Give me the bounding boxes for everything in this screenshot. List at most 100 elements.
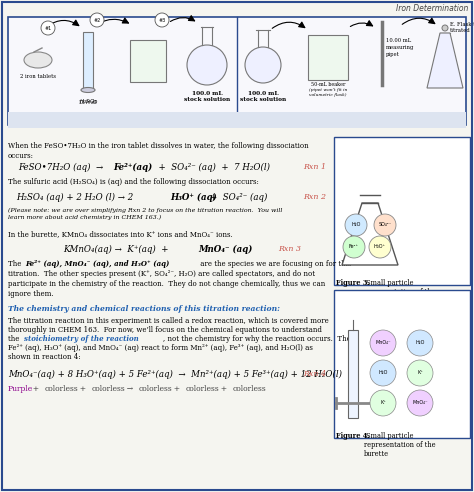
Text: stock solution: stock solution	[240, 97, 286, 102]
Text: (Please note: we are over simplifying Rxn 2 to focus on the titration reaction. : (Please note: we are over simplifying Rx…	[8, 208, 283, 220]
Text: SO₄²⁻: SO₄²⁻	[378, 222, 392, 227]
Text: Rxn 4: Rxn 4	[303, 370, 326, 378]
Text: Preparation of Erlenmeyer flasks to be titrated: Preparation of Erlenmeyer flasks to be t…	[273, 120, 442, 128]
Text: shown in reaction 4:: shown in reaction 4:	[8, 353, 81, 361]
Text: participate in the chemistry of the reaction.  They do not change chemically, th: participate in the chemistry of the reac…	[8, 280, 325, 288]
Text: colorless: colorless	[185, 385, 219, 393]
Text: MnO₄⁻: MnO₄⁻	[412, 400, 428, 405]
Text: H₃O⁺ (aq): H₃O⁺ (aq)	[170, 193, 217, 202]
Text: Purple: Purple	[8, 385, 33, 393]
Text: Figure 4.: Figure 4.	[336, 432, 370, 440]
Circle shape	[407, 390, 433, 416]
Text: colorless: colorless	[232, 385, 266, 393]
Text: K⁺: K⁺	[380, 400, 386, 405]
Text: 2 iron tablets: 2 iron tablets	[20, 74, 56, 79]
Circle shape	[370, 330, 396, 356]
Text: Figure 1.: Figure 1.	[12, 120, 48, 128]
Circle shape	[187, 45, 227, 85]
Text: →: →	[122, 385, 138, 393]
Polygon shape	[342, 203, 398, 265]
Text: Fe²⁺ (aq), MnO₄⁻ (aq), and H₃O⁺ (aq): Fe²⁺ (aq), MnO₄⁻ (aq), and H₃O⁺ (aq)	[25, 260, 169, 268]
FancyBboxPatch shape	[334, 290, 470, 438]
Text: titration.  The other species present (K⁺, SO₄²⁻, H₂O) are called spectators, an: titration. The other species present (K⁺…	[8, 270, 315, 278]
Text: ignore them.: ignore them.	[8, 290, 54, 298]
Text: (pipet won't fit in: (pipet won't fit in	[309, 88, 347, 92]
Text: 100.0 mL: 100.0 mL	[191, 91, 222, 96]
Circle shape	[343, 236, 365, 258]
Text: The chemistry and chemical reactions of this titration reaction:: The chemistry and chemical reactions of …	[8, 305, 280, 313]
FancyBboxPatch shape	[334, 137, 470, 285]
Text: The titration reaction in this experiment is called a redox reaction, which is c: The titration reaction in this experimen…	[8, 317, 329, 325]
Text: are the species we are focusing on for this: are the species we are focusing on for t…	[198, 260, 351, 268]
Text: +  SO₄²⁻ (aq): + SO₄²⁻ (aq)	[210, 193, 267, 202]
Text: pipet: pipet	[386, 52, 400, 57]
Text: volumetric flask): volumetric flask)	[309, 93, 347, 97]
Text: Rxn 3: Rxn 3	[278, 245, 301, 253]
Text: H₃O⁺: H₃O⁺	[374, 245, 386, 249]
Text: 50-mL beaker: 50-mL beaker	[311, 82, 345, 87]
Text: E. Flask to be: E. Flask to be	[450, 22, 474, 27]
Circle shape	[369, 236, 391, 258]
Text: FeSO•7H₂O (aq)  →: FeSO•7H₂O (aq) →	[18, 163, 109, 172]
Text: +: +	[216, 385, 232, 393]
Circle shape	[442, 25, 448, 31]
Circle shape	[90, 13, 104, 27]
Circle shape	[370, 360, 396, 386]
Text: the: the	[8, 335, 22, 343]
Circle shape	[155, 13, 169, 27]
Text: stock solution: stock solution	[184, 97, 230, 102]
Text: MnO₄⁻(aq) + 8 H₃O⁺(aq) + 5 Fe²⁺(aq)  →  Mn²⁺(aq) + 5 Fe³⁺(aq) + 12 H₂O(l): MnO₄⁻(aq) + 8 H₃O⁺(aq) + 5 Fe²⁺(aq) → Mn…	[8, 370, 342, 379]
Text: Small particle
representation of the
Erlenmeyer flask: Small particle representation of the Erl…	[364, 279, 436, 306]
Bar	[132, 52, 164, 72]
Text: Fe²⁺: Fe²⁺	[349, 245, 359, 249]
Polygon shape	[427, 33, 463, 88]
Bar	[83, 32, 93, 90]
Text: thoroughly in CHEM 163.  For now, we’ll focus on the chemical equations to under: thoroughly in CHEM 163. For now, we’ll f…	[8, 326, 322, 334]
Text: +: +	[75, 385, 91, 393]
Text: colorless: colorless	[45, 385, 79, 393]
Text: #3: #3	[158, 18, 165, 23]
Text: Fe²⁺(aq): Fe²⁺(aq)	[113, 163, 152, 172]
Text: Rxn 1: Rxn 1	[303, 163, 326, 171]
Text: The: The	[8, 260, 24, 268]
Text: +  SO₄²⁻ (aq)  +  7 H₂O(l): + SO₄²⁻ (aq) + 7 H₂O(l)	[153, 163, 270, 172]
Circle shape	[370, 390, 396, 416]
Circle shape	[41, 21, 55, 35]
Bar	[310, 50, 346, 70]
Text: Preparation of stock solution: Preparation of stock solution	[44, 120, 149, 128]
Text: H₂O: H₂O	[415, 340, 425, 345]
Text: measuring: measuring	[386, 45, 414, 50]
Text: Small particle
representation of the
burette: Small particle representation of the bur…	[364, 432, 436, 459]
Text: colorless: colorless	[92, 385, 126, 393]
Text: Figure 3.: Figure 3.	[336, 279, 370, 287]
Text: #1: #1	[45, 26, 52, 31]
Text: KMnO₄(aq) →  K⁺(aq)  +: KMnO₄(aq) → K⁺(aq) +	[63, 245, 174, 254]
Text: MnO₄⁻: MnO₄⁻	[375, 340, 391, 345]
Circle shape	[407, 360, 433, 386]
Text: H₂O: H₂O	[378, 370, 388, 375]
Text: K⁺: K⁺	[417, 370, 423, 375]
Text: stoichiometry of the reaction: stoichiometry of the reaction	[24, 335, 139, 343]
Bar	[348, 330, 358, 418]
Text: titrated: titrated	[450, 28, 471, 33]
Circle shape	[374, 214, 396, 236]
Text: In the burette, KMnO₄ dissociates into K⁺ ions and MnO₄⁻ ions.: In the burette, KMnO₄ dissociates into K…	[8, 230, 233, 238]
Text: Rxn 2: Rxn 2	[303, 193, 326, 201]
Text: +: +	[28, 385, 44, 393]
Bar	[308, 35, 348, 80]
Text: colorless: colorless	[139, 385, 173, 393]
Text: H₂SO₄ (aq) + 2 H₂O (l) → 2: H₂SO₄ (aq) + 2 H₂O (l) → 2	[16, 193, 136, 202]
Text: H₂O: H₂O	[351, 222, 361, 227]
Text: +: +	[169, 385, 185, 393]
Text: Figure 2.: Figure 2.	[241, 120, 277, 128]
Circle shape	[245, 47, 281, 83]
Bar	[130, 40, 166, 82]
FancyBboxPatch shape	[237, 112, 466, 128]
Text: $H_2SO_4$: $H_2SO_4$	[79, 97, 98, 106]
Ellipse shape	[81, 88, 95, 92]
Circle shape	[345, 214, 367, 236]
Text: Fe²⁺ (aq), H₃O⁺ (aq), and MnO₄⁻ (aq) react to form Mn²⁺ (aq), Fe³⁺ (aq), and H₂O: Fe²⁺ (aq), H₃O⁺ (aq), and MnO₄⁻ (aq) rea…	[8, 344, 313, 352]
Text: MnO₄⁻ (aq): MnO₄⁻ (aq)	[198, 245, 252, 254]
Text: #2: #2	[93, 18, 100, 23]
Text: The sulfuric acid (H₂SO₄) is (aq) and the following dissociation occurs:: The sulfuric acid (H₂SO₄) is (aq) and th…	[8, 178, 259, 186]
